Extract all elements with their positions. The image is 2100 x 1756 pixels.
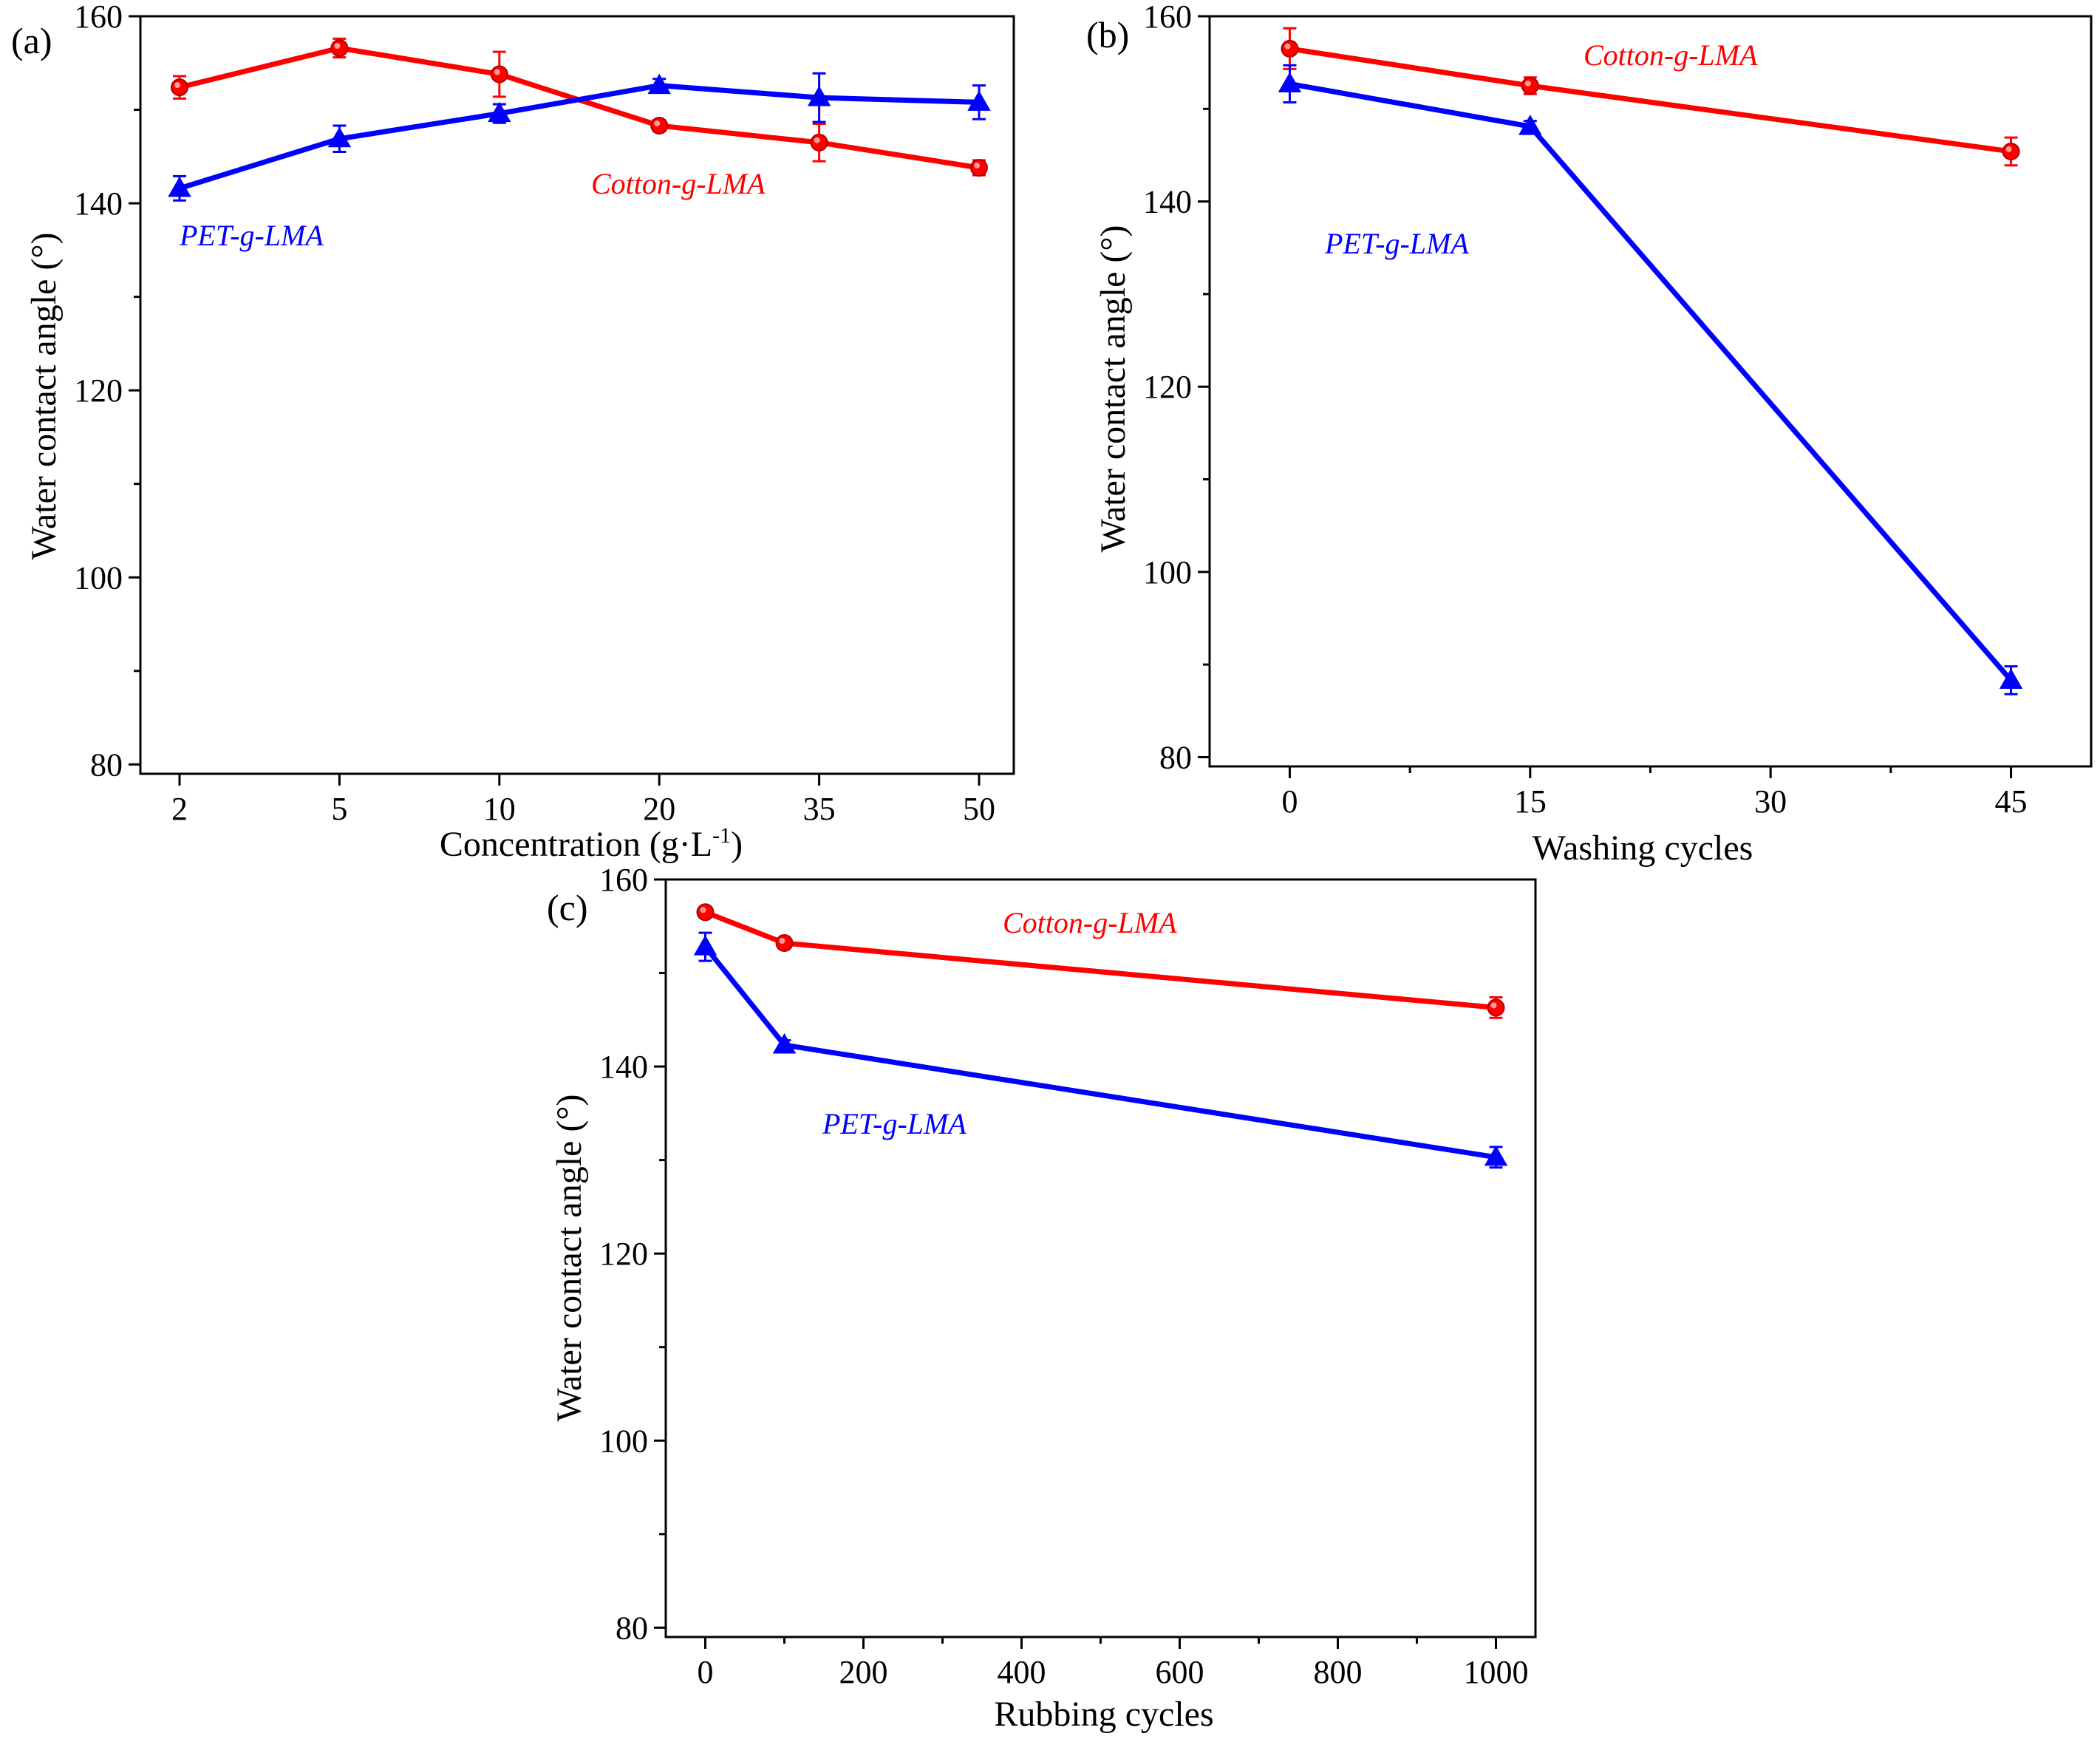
panel-b: (b) Water contact angle (°) Washing cycl… bbox=[1086, 0, 2093, 868]
data-point-cotton bbox=[1281, 39, 1299, 58]
y-tick-label: 160 bbox=[74, 0, 123, 35]
marks bbox=[693, 903, 1508, 1169]
marks bbox=[168, 37, 991, 202]
x-tick-label: 10 bbox=[483, 791, 516, 827]
x-tick-label: 45 bbox=[1995, 783, 2028, 820]
y-tick-label: 100 bbox=[74, 559, 123, 596]
x-tick-label: 600 bbox=[1156, 1654, 1204, 1690]
data-point-pet bbox=[1484, 1145, 1508, 1166]
y-tick-label: 120 bbox=[599, 1236, 648, 1272]
data-point-cotton bbox=[810, 133, 828, 152]
x-tick-label: 200 bbox=[839, 1654, 888, 1690]
x-tick-label: 50 bbox=[963, 791, 995, 827]
series-label-pet: PET-g-LMA bbox=[179, 219, 324, 252]
data-point-cotton bbox=[970, 159, 988, 177]
y-tick-label: 140 bbox=[599, 1049, 648, 1085]
data-point-highlight-cotton bbox=[174, 82, 180, 89]
y-tick-label: 80 bbox=[1159, 739, 1192, 775]
data-point-pet bbox=[488, 101, 511, 123]
x-tick-label: 2 bbox=[171, 791, 188, 827]
series-line-pet bbox=[178, 83, 980, 191]
x-tick-label: 0 bbox=[1281, 783, 1298, 820]
y-tick-label: 100 bbox=[599, 1423, 648, 1459]
x-tick-label: 30 bbox=[1754, 783, 1787, 820]
data-point-cotton bbox=[1487, 998, 1505, 1017]
y-tick-label: 140 bbox=[74, 186, 123, 222]
ticks: 0 15 30 45 80 100 120 140 160 bbox=[1143, 0, 2028, 820]
data-point-highlight-cotton bbox=[1490, 1002, 1497, 1009]
data-point-pet bbox=[1518, 115, 1542, 135]
y-tick-label: 140 bbox=[1143, 184, 1192, 220]
data-point-pet bbox=[693, 935, 717, 956]
marks bbox=[1278, 27, 2023, 695]
y-axis-title: Water contact angle (°) bbox=[550, 1094, 589, 1421]
series-label-pet: PET-g-LMA bbox=[822, 1107, 967, 1140]
plot-frame bbox=[139, 15, 1015, 775]
x-tick-label: 35 bbox=[803, 791, 836, 827]
data-point-highlight-cotton bbox=[654, 120, 661, 127]
plot-frame bbox=[664, 878, 1537, 1638]
x-axis-title: Concentration (g·L-1) bbox=[440, 823, 743, 864]
series-label-cotton: Cotton-g-LMA bbox=[1003, 906, 1177, 939]
data-point-pet bbox=[1278, 72, 1302, 92]
y-tick-label: 120 bbox=[1143, 369, 1192, 405]
data-point-pet bbox=[772, 1032, 797, 1054]
data-point-cotton bbox=[330, 39, 349, 58]
series-label-cotton: Cotton-g-LMA bbox=[1583, 38, 1758, 72]
data-point-cotton bbox=[696, 903, 715, 922]
x-tick-label: 1000 bbox=[1464, 1654, 1529, 1690]
series-line-pet bbox=[1289, 81, 2014, 682]
plot-frame bbox=[1208, 15, 2093, 768]
y-tick-label: 80 bbox=[90, 746, 123, 783]
data-point-pet bbox=[327, 126, 352, 148]
data-point-cotton bbox=[775, 934, 794, 953]
data-point-pet bbox=[1999, 668, 2023, 689]
data-point-highlight-cotton bbox=[2005, 146, 2012, 152]
data-point-cotton bbox=[2002, 142, 2020, 160]
panel-c: (c) Water contact angle (°) Rubbing cycl… bbox=[547, 862, 1537, 1734]
panel-label: (c) bbox=[547, 887, 588, 928]
data-point-pet bbox=[967, 90, 991, 111]
y-tick-label: 120 bbox=[74, 372, 123, 409]
panel-label: (b) bbox=[1086, 14, 1129, 55]
data-point-cotton bbox=[171, 78, 188, 97]
data-point-highlight-cotton bbox=[1284, 43, 1291, 50]
y-tick-label: 160 bbox=[1143, 0, 1192, 35]
y-axis-title: Water contact angle (°) bbox=[1094, 225, 1133, 552]
data-point-pet bbox=[168, 176, 191, 197]
data-point-highlight-cotton bbox=[779, 938, 785, 945]
panel-a: (a) Water contact angle (°) Concentratio… bbox=[11, 0, 1015, 864]
data-point-cotton bbox=[490, 65, 508, 84]
data-point-highlight-cotton bbox=[334, 43, 341, 50]
ticks: 0 200 400 600 800 1000 80 100 120 140 160 bbox=[599, 862, 1529, 1690]
x-tick-label: 0 bbox=[698, 1654, 714, 1690]
data-point-highlight-cotton bbox=[974, 163, 980, 169]
data-point-cotton bbox=[650, 117, 669, 135]
series-label-cotton: Cotton-g-LMA bbox=[591, 167, 766, 200]
data-point-highlight-cotton bbox=[494, 69, 500, 75]
x-tick-label: 5 bbox=[331, 791, 347, 827]
data-point-highlight-cotton bbox=[1524, 80, 1531, 86]
x-axis-title: Rubbing cycles bbox=[994, 1695, 1213, 1734]
x-tick-label: 800 bbox=[1314, 1654, 1363, 1690]
x-tick-label: 15 bbox=[1514, 783, 1547, 820]
y-tick-label: 160 bbox=[599, 862, 648, 898]
data-point-cotton bbox=[1521, 76, 1539, 95]
x-tick-label: 20 bbox=[643, 791, 675, 827]
data-point-highlight-cotton bbox=[700, 907, 706, 913]
y-tick-label: 80 bbox=[616, 1610, 648, 1646]
series-label-pet: PET-g-LMA bbox=[1324, 227, 1469, 260]
y-tick-label: 100 bbox=[1143, 554, 1192, 591]
panel-label: (a) bbox=[11, 20, 52, 61]
y-axis-title: Water contact angle (°) bbox=[24, 232, 64, 559]
data-point-pet bbox=[807, 86, 831, 106]
ticks: 2 5 10 20 35 50 80 100 120 140 160 bbox=[74, 0, 995, 827]
data-point-highlight-cotton bbox=[814, 137, 820, 143]
data-point-pet bbox=[647, 73, 671, 95]
x-tick-label: 400 bbox=[998, 1654, 1046, 1690]
x-axis-title: Washing cycles bbox=[1533, 828, 1753, 868]
